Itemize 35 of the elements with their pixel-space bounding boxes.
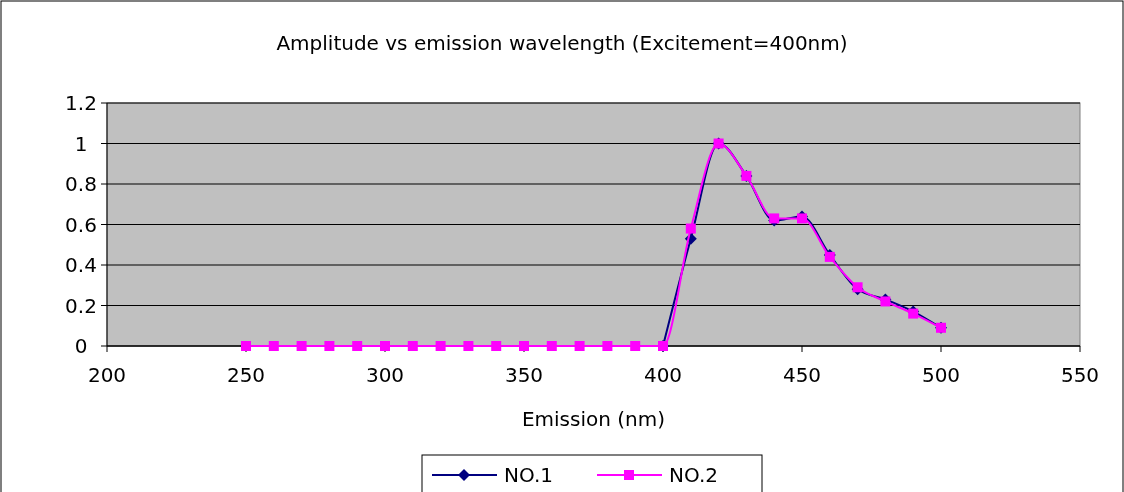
point [630,341,641,351]
x-tick-label: 450 [782,363,822,387]
x-tick-label: 250 [226,363,266,387]
x-tick-label: 400 [643,363,683,387]
y-tick-label: 0 [74,334,88,358]
y-tick-label: 0.4 [65,253,97,277]
point [268,341,279,351]
point [380,341,390,351]
y-tick-label: 1.2 [65,91,97,115]
point [546,341,557,351]
point [463,341,474,351]
y-tick-label: 1 [74,131,88,156]
point [435,341,446,351]
point [324,341,335,351]
point [407,341,418,351]
point [574,341,585,351]
x-tick-label: 200 [87,363,127,387]
legend-label: NO.1 [504,463,553,487]
point [352,341,363,351]
point [519,341,529,351]
point [296,341,307,351]
chart-title: Amplitude vs emission wavelength (Excitement=400nm) [276,31,848,55]
x-tick-label: 500 [921,363,961,387]
point [685,223,696,234]
point [241,341,251,351]
point [602,341,613,351]
x-axis-title: Emission (nm) [521,407,666,431]
x-tick-label: 550 [1060,363,1100,387]
y-tick-label: 0.6 [65,212,97,237]
y-tick-label: 0.8 [65,172,97,196]
legend-label: NO.2 [669,463,718,487]
y-tick-label: 0.2 [65,293,97,318]
point [491,341,502,351]
x-tick-label: 350 [504,363,544,387]
x-tick-label: 300 [365,363,405,387]
